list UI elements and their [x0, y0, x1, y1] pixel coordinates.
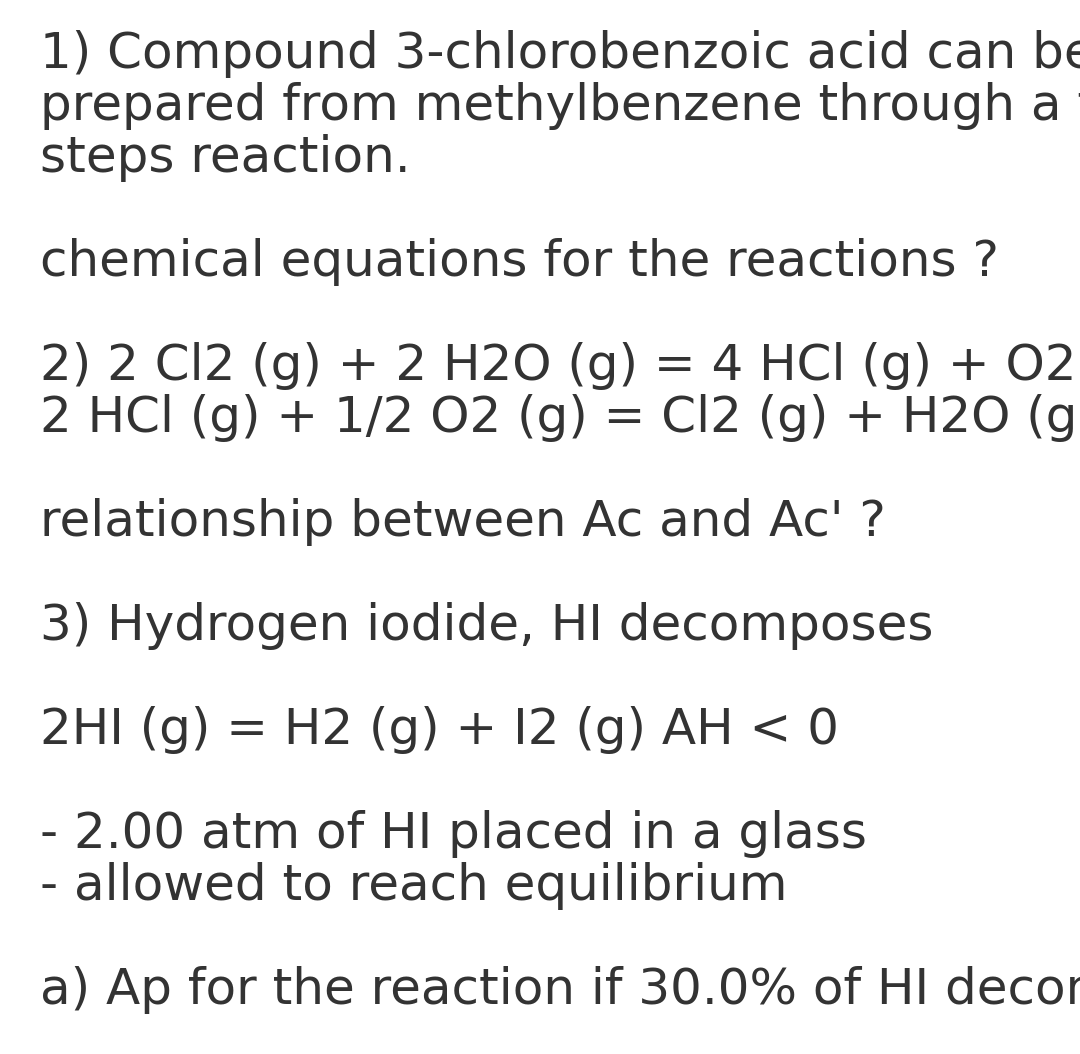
- Text: chemical equations for the reactions ?: chemical equations for the reactions ?: [40, 238, 999, 286]
- Text: prepared from methylbenzene through a two-: prepared from methylbenzene through a tw…: [40, 82, 1080, 130]
- Text: relationship between Ac and Ac' ?: relationship between Ac and Ac' ?: [40, 497, 886, 546]
- Text: - allowed to reach equilibrium: - allowed to reach equilibrium: [40, 862, 787, 910]
- Text: 3) Hydrogen iodide, HI decomposes: 3) Hydrogen iodide, HI decomposes: [40, 602, 933, 650]
- Text: steps reaction.: steps reaction.: [40, 134, 410, 182]
- Text: a) Ap for the reaction if 30.0% of HI decomposes ?: a) Ap for the reaction if 30.0% of HI de…: [40, 967, 1080, 1014]
- Text: - 2.00 atm of HI placed in a glass: - 2.00 atm of HI placed in a glass: [40, 811, 867, 858]
- Text: 2HI (g) = H2 (g) + I2 (g) AH < 0: 2HI (g) = H2 (g) + I2 (g) AH < 0: [40, 706, 839, 754]
- Text: 2 HCl (g) + 1/2 O2 (g) = Cl2 (g) + H2O (g) Ac': 2 HCl (g) + 1/2 O2 (g) = Cl2 (g) + H2O (…: [40, 394, 1080, 442]
- Text: 2) 2 Cl2 (g) + 2 H2O (g) = 4 HCl (g) + O2 (g) Ac: 2) 2 Cl2 (g) + 2 H2O (g) = 4 HCl (g) + O…: [40, 341, 1080, 390]
- Text: 1) Compound 3-chlorobenzoic acid can be: 1) Compound 3-chlorobenzoic acid can be: [40, 30, 1080, 78]
